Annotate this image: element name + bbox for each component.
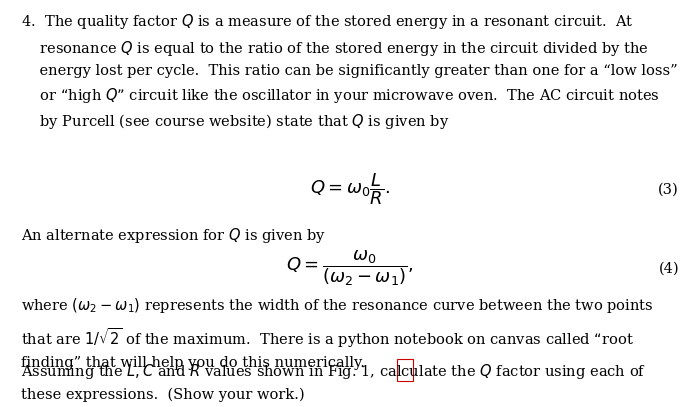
Text: where $(\omega_2 - \omega_1)$ represents the width of the resonance curve betwee: where $(\omega_2 - \omega_1)$ represents… bbox=[21, 296, 654, 370]
Text: (4): (4) bbox=[659, 262, 679, 276]
Text: An alternate expression for $Q$ is given by: An alternate expression for $Q$ is given… bbox=[21, 226, 326, 245]
Text: $Q = \omega_0\dfrac{L}{R}.$: $Q = \omega_0\dfrac{L}{R}.$ bbox=[310, 171, 390, 207]
Text: Assuming the $L, C$ and $R$ values shown in Fig. 1, calculate the $Q$ factor usi: Assuming the $L, C$ and $R$ values shown… bbox=[21, 362, 646, 402]
Text: 4.  The quality factor $Q$ is a measure of the stored energy in a resonant circu: 4. The quality factor $Q$ is a measure o… bbox=[21, 12, 678, 131]
Text: $Q = \dfrac{\omega_0}{(\omega_2 - \omega_1)},$: $Q = \dfrac{\omega_0}{(\omega_2 - \omega… bbox=[286, 249, 414, 289]
Text: (3): (3) bbox=[658, 182, 679, 196]
